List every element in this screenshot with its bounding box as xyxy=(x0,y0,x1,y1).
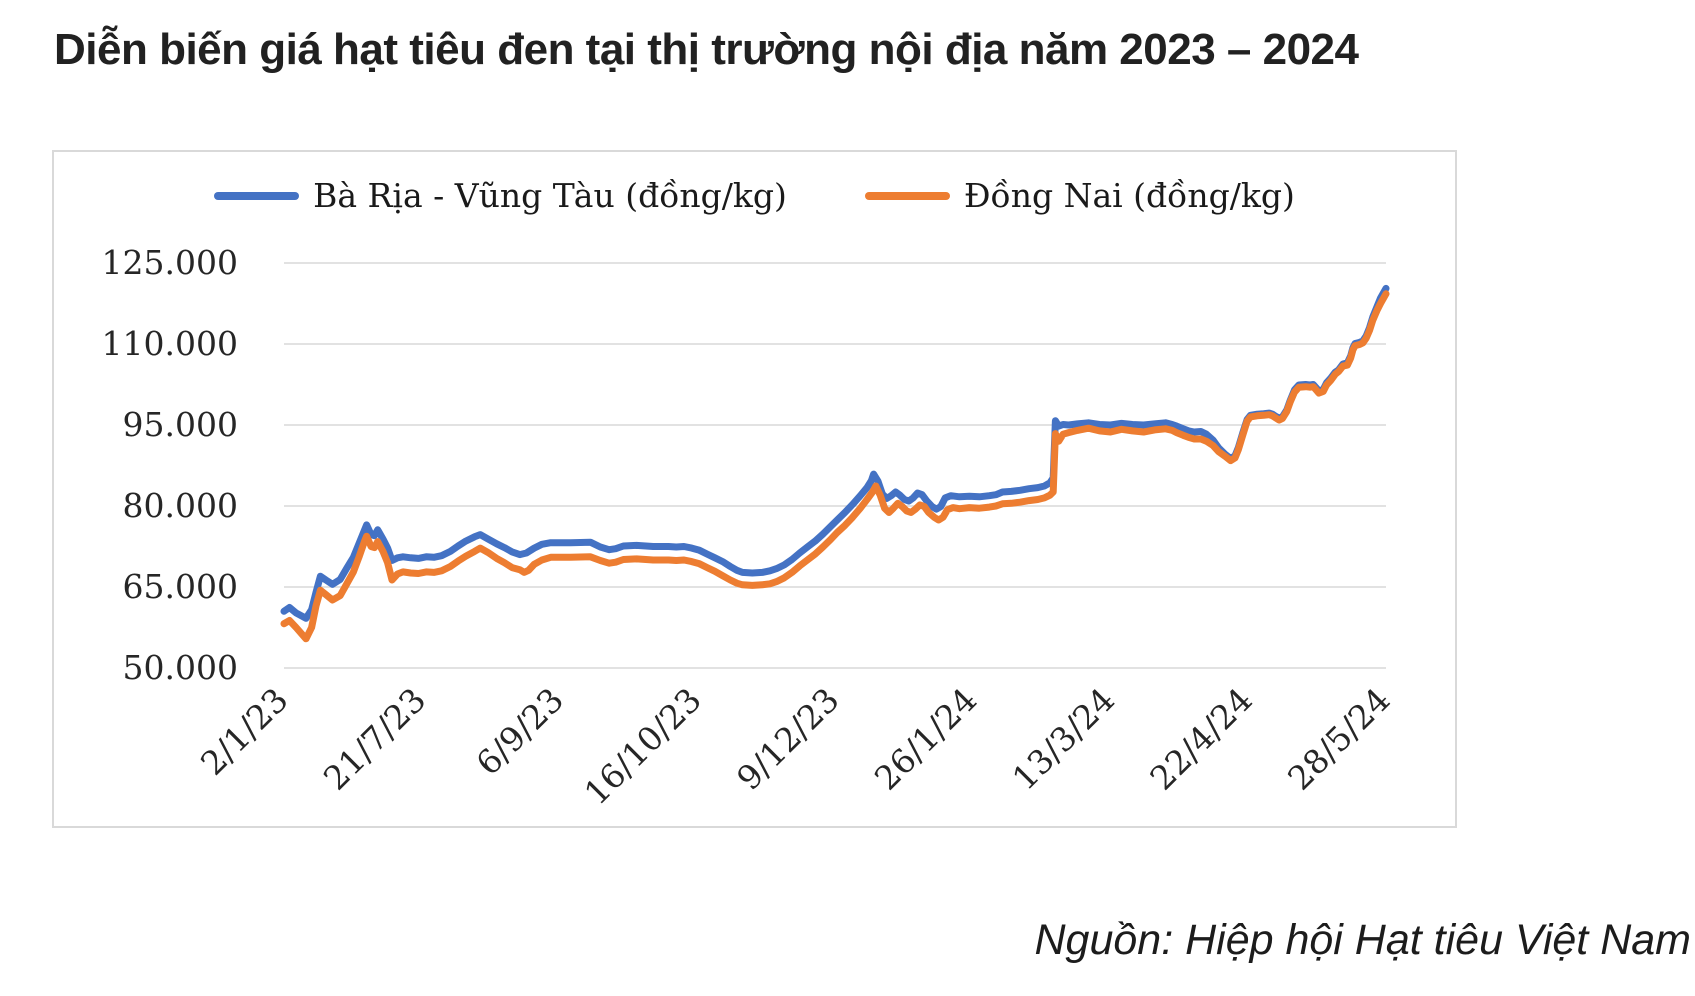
page-title: Diễn biến giá hạt tiêu đen tại thị trườn… xyxy=(54,25,1359,74)
chart-panel: Bà Rịa - Vũng Tàu (đồng/kg) Đồng Nai (đồ… xyxy=(52,150,1457,828)
x-axis-tick-label: 9/12/23 xyxy=(729,680,847,798)
legend-swatch-dong-nai xyxy=(864,191,950,200)
x-axis-tick-label: 2/1/23 xyxy=(193,680,296,783)
x-axis-tick-label: 16/10/23 xyxy=(577,680,709,812)
legend-swatch-ba-ria-vung-tau xyxy=(214,191,300,200)
price-chart: 50.000 65.000 80.000 95.000 110.000 125.000 2/… xyxy=(102,243,1398,812)
legend-label-dong-nai: Đồng Nai (đồng/kg) xyxy=(963,176,1295,215)
legend-label-ba-ria-vung-tau: Bà Rịa - Vũng Tàu (đồng/kg) xyxy=(313,176,787,215)
y-axis-tick-label: 110.000 xyxy=(102,324,238,363)
y-axis-tick-label: 50.000 xyxy=(123,648,238,687)
x-axis-tick-label: 21/7/23 xyxy=(316,680,434,798)
legend-item-ba-ria-vung-tau: Bà Rịa - Vũng Tàu (đồng/kg) xyxy=(214,176,787,215)
x-axis-tick-label: 13/3/24 xyxy=(1005,680,1123,798)
legend: Bà Rịa - Vũng Tàu (đồng/kg) Đồng Nai (đồ… xyxy=(54,176,1455,215)
x-axis-tick-label: 26/1/24 xyxy=(867,680,985,798)
y-axis-tick-label: 125.000 xyxy=(102,243,238,282)
series-line-dong-nai xyxy=(280,290,1390,643)
x-axis-tick-label: 6/9/23 xyxy=(468,680,571,783)
x-axis-tick-label: 28/5/24 xyxy=(1280,680,1398,798)
source-note: Nguồn: Hiệp hội Hạt tiêu Việt Nam xyxy=(1034,916,1691,964)
y-axis-tick-label: 95.000 xyxy=(123,405,238,444)
y-axis-tick-label: 65.000 xyxy=(123,567,238,606)
legend-item-dong-nai: Đồng Nai (đồng/kg) xyxy=(864,176,1295,215)
x-axis-tick-label: 22/4/24 xyxy=(1142,680,1260,798)
y-axis-tick-label: 80.000 xyxy=(123,486,238,525)
